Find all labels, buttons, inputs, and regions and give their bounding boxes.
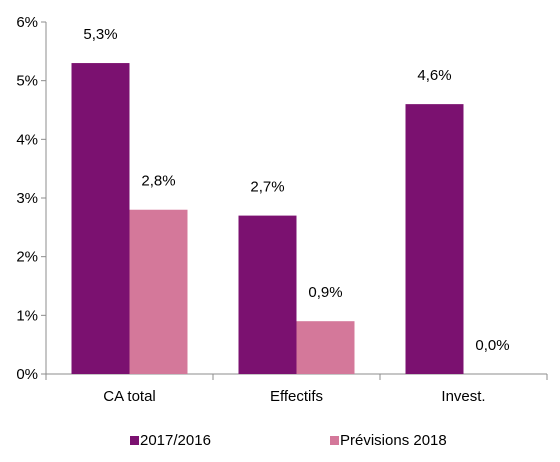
- y-tick-label: 2%: [16, 249, 38, 266]
- bar: [296, 321, 355, 374]
- y-axis: 0% 1% 2% 3% 4% 5% 6%: [16, 14, 47, 383]
- legend-label: Prévisions 2018: [340, 432, 447, 449]
- bar: [71, 63, 130, 375]
- legend-label: 2017/2016: [140, 432, 211, 449]
- y-tick-label: 4%: [16, 131, 38, 148]
- y-tick-label: 1%: [16, 307, 38, 324]
- x-tick-label: CA total: [103, 388, 156, 405]
- legend-swatch: [330, 436, 339, 445]
- data-label: 2,8%: [141, 173, 175, 190]
- x-tick-label: Effectifs: [270, 388, 323, 405]
- legend-swatch: [130, 436, 139, 445]
- y-tick-label: 6%: [16, 14, 38, 31]
- data-label: 4,6%: [417, 67, 451, 84]
- data-label: 0,9%: [308, 284, 342, 301]
- bars: [71, 63, 464, 375]
- y-tick-label: 0%: [16, 366, 38, 383]
- legend: 2017/2016 Prévisions 2018: [130, 432, 447, 449]
- x-axis: CA total Effectifs Invest.: [45, 373, 548, 405]
- bar: [129, 209, 188, 374]
- data-label: 0,0%: [475, 337, 509, 354]
- data-label: 2,7%: [250, 179, 284, 196]
- y-tick-label: 3%: [16, 190, 38, 207]
- data-label: 5,3%: [83, 26, 117, 43]
- data-labels: 5,3% 2,7% 4,6% 2,8% 0,9% 0,0%: [83, 26, 509, 354]
- bar: [238, 215, 297, 374]
- x-tick-label: Invest.: [441, 388, 485, 405]
- y-tick-label: 5%: [16, 73, 38, 90]
- bar: [405, 104, 464, 374]
